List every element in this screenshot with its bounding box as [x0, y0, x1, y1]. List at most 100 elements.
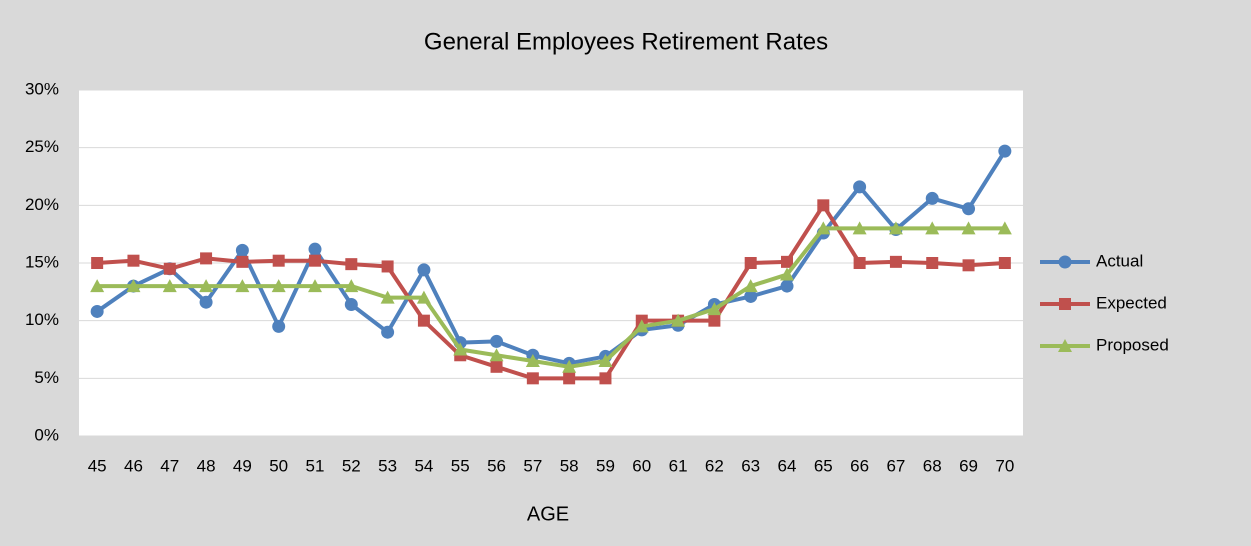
x-tick-label: 64: [778, 456, 797, 475]
x-tick-label: 66: [850, 456, 869, 475]
marker: [90, 279, 105, 293]
marker: [271, 279, 286, 293]
marker: [199, 295, 213, 309]
legend-label: Actual: [1096, 251, 1143, 270]
y-tick-label: 15%: [25, 252, 59, 271]
marker: [381, 260, 394, 273]
marker: [417, 263, 431, 277]
x-tick-label: 53: [378, 456, 397, 475]
marker: [962, 259, 975, 272]
marker: [309, 254, 321, 267]
x-tick-label: 70: [995, 456, 1014, 475]
marker: [888, 221, 903, 235]
x-tick-label: 69: [959, 456, 978, 475]
marker: [563, 372, 576, 385]
x-tick-label: 68: [923, 456, 942, 475]
x-tick-label: 52: [342, 456, 361, 475]
marker: [200, 252, 213, 265]
marker: [961, 221, 976, 235]
marker: [91, 257, 104, 269]
marker: [162, 279, 177, 293]
marker: [852, 221, 867, 235]
marker: [344, 298, 358, 312]
y-tick-label: 0%: [34, 425, 59, 444]
marker: [235, 279, 250, 293]
marker: [489, 348, 504, 362]
x-tick-label: 48: [197, 456, 216, 475]
x-axis-label: AGE: [527, 503, 569, 525]
x-tick-label: 45: [88, 456, 107, 475]
marker: [707, 302, 722, 316]
marker: [926, 257, 939, 269]
marker: [308, 242, 322, 256]
x-tick-label: 57: [523, 456, 542, 475]
x-tick-label: 56: [487, 456, 506, 475]
marker: [599, 372, 612, 385]
marker: [381, 325, 395, 339]
marker: [235, 243, 249, 257]
series-line: [97, 203, 1005, 381]
marker: [889, 255, 902, 268]
marker: [272, 254, 285, 267]
marker: [417, 314, 430, 327]
marker: [416, 290, 431, 304]
marker: [490, 334, 504, 348]
x-tick-label: 47: [160, 456, 179, 475]
marker: [708, 314, 721, 327]
y-tick-label: 10%: [25, 310, 59, 329]
marker: [744, 289, 758, 303]
marker: [817, 199, 830, 212]
y-tick-label: 5%: [34, 368, 59, 387]
marker: [998, 144, 1012, 158]
marker: [272, 319, 286, 333]
legend-marker: [1058, 255, 1072, 269]
marker: [743, 279, 758, 293]
x-tick-label: 59: [596, 456, 615, 475]
marker: [853, 180, 867, 194]
marker: [490, 360, 503, 373]
series-line: [97, 226, 1005, 369]
x-tick-label: 55: [451, 456, 470, 475]
chart-title: General Employees Retirement Rates: [424, 28, 828, 55]
marker: [562, 359, 577, 373]
marker: [598, 354, 613, 368]
marker: [780, 267, 794, 281]
marker: [308, 279, 322, 293]
marker: [90, 304, 104, 318]
y-tick-label: 20%: [25, 195, 59, 214]
x-tick-label: 49: [233, 456, 252, 475]
marker: [997, 221, 1012, 235]
marker: [380, 290, 395, 304]
x-tick-label: 67: [886, 456, 905, 475]
marker: [816, 221, 831, 235]
x-tick-label: 50: [269, 456, 288, 475]
x-tick-label: 51: [306, 456, 325, 475]
marker: [998, 257, 1011, 269]
legend-label: Proposed: [1096, 335, 1169, 354]
x-tick-label: 65: [814, 456, 833, 475]
marker: [925, 221, 940, 235]
marker: [634, 319, 649, 333]
marker: [780, 279, 794, 293]
x-tick-label: 62: [705, 456, 724, 475]
marker: [126, 279, 141, 293]
x-tick-label: 46: [124, 456, 143, 475]
marker: [525, 354, 540, 368]
x-tick-label: 63: [741, 456, 760, 475]
x-tick-label: 54: [414, 456, 433, 475]
marker: [671, 313, 686, 327]
y-tick-label: 30%: [25, 79, 59, 98]
legend-marker: [1058, 339, 1072, 352]
x-tick-label: 58: [560, 456, 579, 475]
marker: [345, 258, 358, 271]
x-tick-label: 61: [669, 456, 688, 475]
y-tick-label: 25%: [25, 137, 59, 156]
marker: [925, 191, 939, 205]
marker: [853, 257, 866, 269]
marker: [163, 262, 176, 275]
marker: [453, 342, 468, 356]
marker: [236, 255, 249, 268]
marker: [127, 254, 140, 267]
